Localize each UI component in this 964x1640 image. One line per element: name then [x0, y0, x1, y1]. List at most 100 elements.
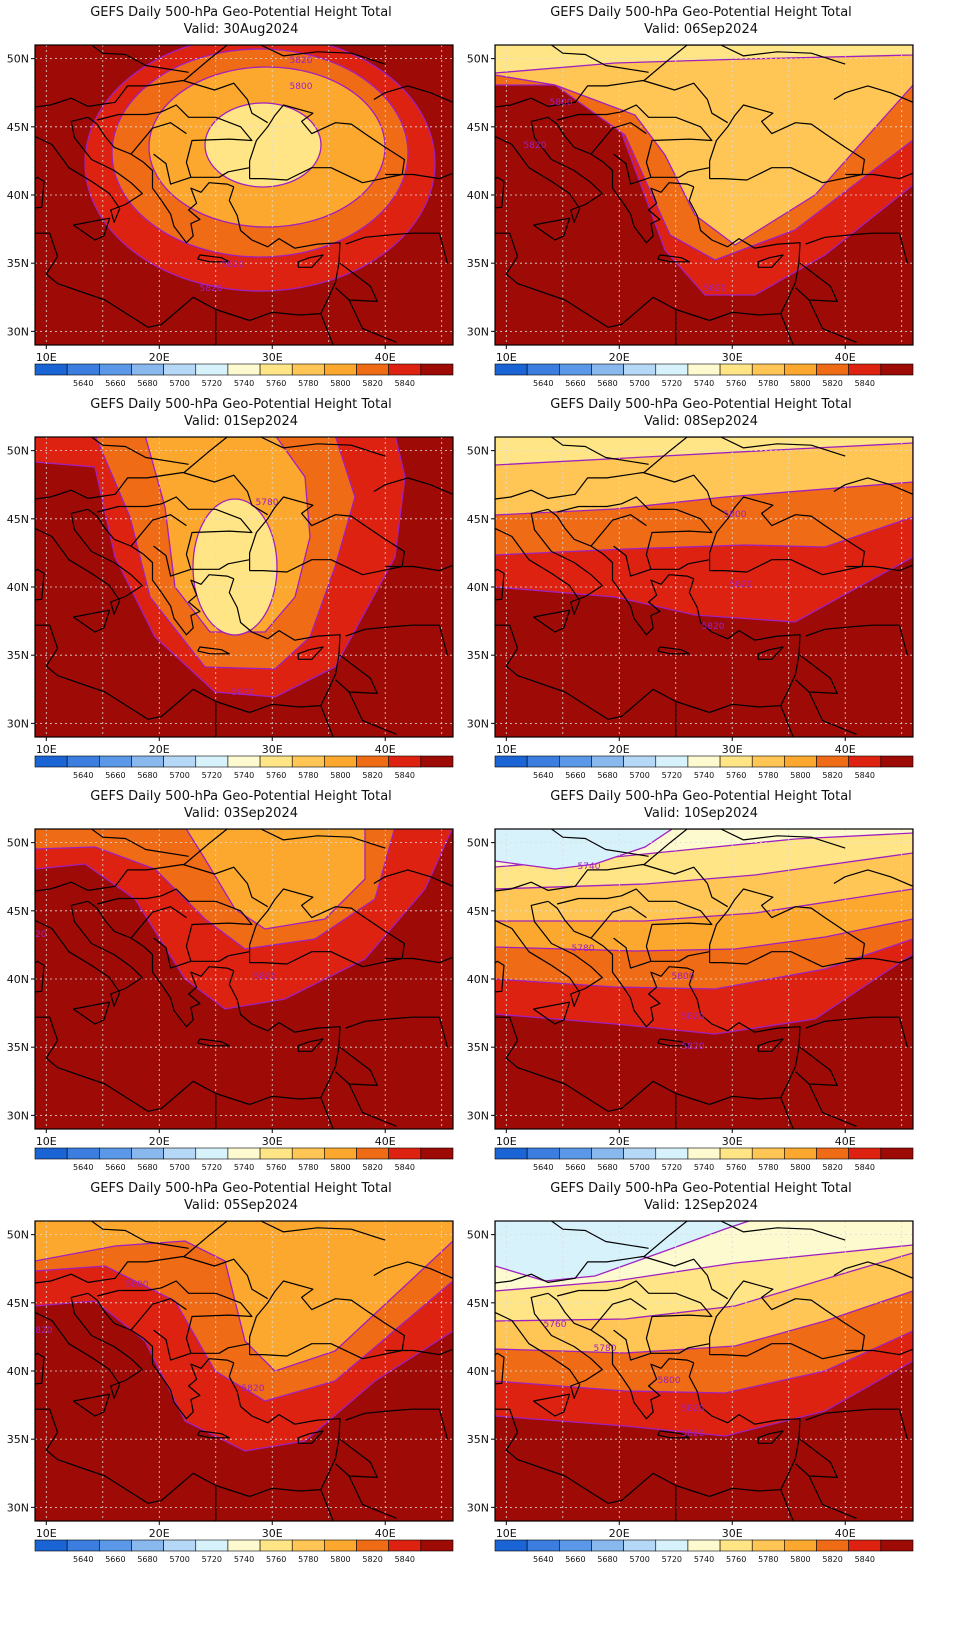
colorbar-label: 5700 [170, 1163, 190, 1172]
lon-tick-label: 40E [375, 743, 396, 756]
contour-label: 5820 [200, 284, 223, 294]
colorbar-label: 5840 [395, 379, 415, 388]
lat-tick-label: 35N [7, 649, 29, 662]
contour-label: 5820 [682, 1042, 705, 1052]
colorbar-swatch [559, 1147, 592, 1160]
colorbar-label: 5760 [726, 1163, 746, 1172]
lat-tick-label: 30N [7, 325, 29, 338]
contour-label: 5820 [232, 688, 255, 698]
contour-label: 5820 [730, 580, 753, 590]
colorbar-swatch [880, 755, 914, 768]
colorbar-swatch [526, 1539, 560, 1552]
contour-label: 5760 [544, 1320, 567, 1330]
colorbar-swatch [816, 755, 849, 768]
contour-label: 5820 [30, 1326, 53, 1336]
colorbar-label: 5640 [73, 379, 93, 388]
colorbar-swatch [195, 1147, 229, 1160]
lon-tick-label: 30E [262, 1135, 283, 1148]
lon-tick-label: 30E [722, 1527, 743, 1540]
colorbar-label: 5780 [758, 1555, 778, 1564]
lat-tick-label: 40N [7, 581, 29, 594]
lon-tick-label: 10E [496, 351, 517, 364]
lon-tick-label: 20E [609, 1527, 630, 1540]
colorbar-label: 5680 [137, 771, 157, 780]
colorbar-label: 5840 [855, 1555, 875, 1564]
panel-valid-date: Valid: 10Sep2024 [644, 806, 758, 821]
colorbar-swatch [719, 1539, 753, 1552]
colorbar-swatch [816, 363, 849, 376]
colorbar-swatch [880, 1147, 914, 1160]
colorbar-swatch [356, 755, 389, 768]
lat-tick-label: 35N [467, 1041, 489, 1054]
colorbar-label: 5680 [597, 1163, 617, 1172]
map-panel: GEFS Daily 500-hPa Geo-Potential Height … [0, 784, 482, 1194]
contour-label: 5800 [126, 1280, 149, 1290]
lat-tick-label: 50N [467, 1229, 489, 1242]
lat-tick-label: 50N [467, 837, 489, 850]
colorbar-label: 5700 [630, 379, 650, 388]
contour-label: 5780 [256, 498, 279, 508]
colorbar-swatch [388, 1539, 422, 1552]
colorbar-swatch [131, 1147, 164, 1160]
colorbar-swatch [784, 363, 817, 376]
height-map: 5740 5780 5800 5820 5820 50N 45N 40N 35N 30N 10E 20… [467, 828, 914, 1172]
colorbar-swatch [420, 363, 454, 376]
colorbar-swatch [751, 1539, 785, 1552]
contour-label: 5820 [254, 972, 277, 982]
coastlines-borders [495, 45, 913, 345]
colorbar-label: 5700 [630, 1163, 650, 1172]
colorbar: 5640 5660 5680 5700 5720 5740 5760 5780 5800 5820… [34, 755, 454, 780]
colorbar-label: 5660 [565, 771, 585, 780]
colorbar: 5640 5660 5680 5700 5720 5740 5760 5780 5800 5820… [494, 1539, 914, 1564]
colorbar-label: 5740 [234, 1163, 254, 1172]
colorbar-swatch [195, 363, 229, 376]
colorbar-label: 5700 [630, 1555, 650, 1564]
lat-tick-label: 35N [467, 257, 489, 270]
colorbar-label: 5680 [137, 1163, 157, 1172]
colorbar-swatch [66, 755, 100, 768]
colorbar-label: 5740 [234, 1555, 254, 1564]
colorbar-label: 5760 [266, 1163, 286, 1172]
contour-label: 5780 [572, 944, 595, 954]
contour-label: 5820 [222, 260, 245, 270]
colorbar-swatch [526, 363, 560, 376]
contour-label: 5820 [524, 141, 547, 151]
colorbar-label: 5660 [105, 1555, 125, 1564]
colorbar-swatch [324, 1539, 357, 1552]
colorbar-swatch [494, 363, 528, 376]
lat-tick-label: 50N [7, 445, 29, 458]
colorbar-label: 5800 [790, 1163, 810, 1172]
colorbar-label: 5820 [362, 1163, 382, 1172]
lat-tick-label: 35N [467, 649, 489, 662]
colorbar-swatch [227, 1539, 261, 1552]
lat-tick-label: 45N [7, 905, 29, 918]
height-band [35, 1221, 453, 1372]
colorbar-swatch [291, 363, 325, 376]
colorbar-swatch [526, 1147, 560, 1160]
colorbar-label: 5700 [170, 1555, 190, 1564]
colorbar-label: 5740 [694, 771, 714, 780]
lat-tick-label: 35N [7, 1041, 29, 1054]
colorbar-label: 5820 [822, 1163, 842, 1172]
lat-tick-label: 30N [7, 1109, 29, 1122]
lon-tick-label: 10E [36, 351, 57, 364]
colorbar-swatch [34, 755, 68, 768]
colorbar-swatch [34, 1539, 68, 1552]
panel-title: GEFS Daily 500-hPa Geo-Potential Height … [550, 1181, 852, 1196]
colorbar-label: 5720 [202, 379, 222, 388]
colorbar-label: 5680 [597, 379, 617, 388]
colorbar: 5640 5660 5680 5700 5720 5740 5760 5780 5800 5820… [494, 755, 914, 780]
colorbar-swatch [291, 1147, 325, 1160]
colorbar-swatch [784, 755, 817, 768]
height-map: 5820 5800 5820 5820 50N 45N 40N 35N 30N 10E 20E 30E… [7, 44, 454, 388]
colorbar-swatch [163, 1539, 197, 1552]
lat-tick-label: 30N [467, 1109, 489, 1122]
colorbar-swatch [34, 1147, 68, 1160]
colorbar-swatch [719, 755, 753, 768]
colorbar-swatch [751, 755, 785, 768]
panel-valid-date: Valid: 05Sep2024 [184, 1198, 298, 1213]
lat-tick-label: 45N [7, 121, 29, 134]
